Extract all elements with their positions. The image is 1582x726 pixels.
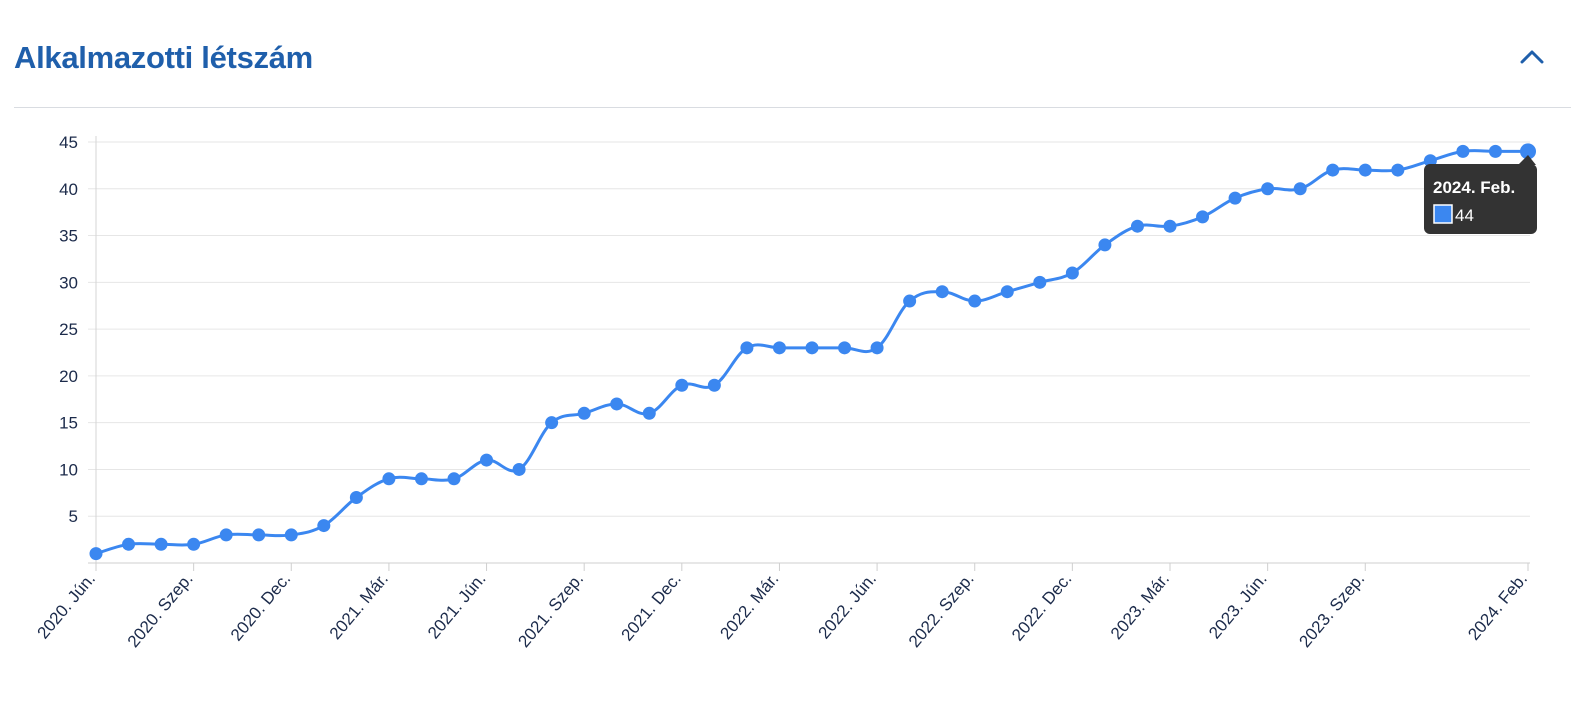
y-tick-label: 35 xyxy=(59,227,78,246)
y-tick-label: 40 xyxy=(59,180,78,199)
data-point[interactable] xyxy=(642,406,656,420)
x-tick-label: 2022. Dec. xyxy=(1008,569,1075,644)
x-tick-label: 2024. Feb. xyxy=(1464,569,1531,643)
data-point[interactable] xyxy=(219,528,233,542)
x-tick-label: 2023. Szep. xyxy=(1295,569,1368,651)
y-tick-label: 5 xyxy=(69,507,78,526)
data-point[interactable] xyxy=(284,528,298,542)
chevron-up-icon xyxy=(1520,50,1544,64)
x-tick-label: 2022. Szep. xyxy=(905,569,978,651)
data-point[interactable] xyxy=(1033,275,1047,289)
data-point[interactable] xyxy=(1130,219,1144,233)
data-point[interactable] xyxy=(870,341,884,355)
data-point[interactable] xyxy=(89,547,103,561)
data-point[interactable] xyxy=(1423,154,1437,168)
data-point[interactable] xyxy=(545,416,559,430)
data-point[interactable] xyxy=(610,397,624,411)
data-point[interactable] xyxy=(1358,163,1372,177)
data-point[interactable] xyxy=(805,341,819,355)
data-point[interactable] xyxy=(1098,238,1112,252)
tooltip-title: 2024. Feb. xyxy=(1433,178,1515,197)
x-tick-label: 2021. Dec. xyxy=(617,569,684,644)
x-tick-label: 2022. Jún. xyxy=(815,569,881,642)
tooltip-arrow xyxy=(1518,155,1536,165)
data-point[interactable] xyxy=(935,285,949,299)
data-point[interactable] xyxy=(349,491,363,505)
data-point[interactable] xyxy=(707,378,721,392)
y-tick-label: 25 xyxy=(59,320,78,339)
data-point[interactable] xyxy=(382,472,396,486)
data-point[interactable] xyxy=(772,341,786,355)
x-tick-label: 2023. Jún. xyxy=(1205,569,1271,642)
y-tick-label: 20 xyxy=(59,367,78,386)
data-point[interactable] xyxy=(154,537,168,551)
x-tick-label: 2021. Jún. xyxy=(424,569,490,642)
x-tick-label: 2023. Már. xyxy=(1107,569,1173,643)
data-point[interactable] xyxy=(903,294,917,308)
data-point[interactable] xyxy=(187,537,201,551)
data-point[interactable] xyxy=(1326,163,1340,177)
x-tick-label: 2022. Már. xyxy=(716,569,782,643)
collapse-button[interactable] xyxy=(1515,40,1549,74)
data-point[interactable] xyxy=(252,528,266,542)
card-header: Alkalmazotti létszám xyxy=(14,0,1571,108)
tooltip-value: 44 xyxy=(1455,206,1474,225)
x-tick-label: 2020. Szep. xyxy=(124,569,197,651)
data-point[interactable] xyxy=(1065,266,1079,280)
x-tick-label: 2021. Szep. xyxy=(514,569,587,651)
data-point[interactable] xyxy=(1293,182,1307,196)
y-tick-label: 10 xyxy=(59,460,78,479)
card-title: Alkalmazotti létszám xyxy=(14,40,313,75)
data-point[interactable] xyxy=(1456,144,1470,158)
data-point[interactable] xyxy=(414,472,428,486)
tooltip-swatch xyxy=(1433,204,1453,224)
x-tick-label: 2020. Jún. xyxy=(33,569,99,642)
data-point[interactable] xyxy=(480,453,494,467)
data-point[interactable] xyxy=(447,472,461,486)
x-tick-label: 2020. Dec. xyxy=(227,569,294,644)
data-point[interactable] xyxy=(1000,285,1014,299)
data-point[interactable] xyxy=(1520,143,1536,160)
data-point[interactable] xyxy=(838,341,852,355)
data-point[interactable] xyxy=(122,537,136,551)
data-point[interactable] xyxy=(512,462,526,476)
data-point[interactable] xyxy=(740,341,754,355)
data-point[interactable] xyxy=(1163,219,1177,233)
y-tick-label: 30 xyxy=(59,273,78,292)
data-point[interactable] xyxy=(968,294,982,308)
data-point[interactable] xyxy=(1196,210,1210,224)
data-point[interactable] xyxy=(675,378,689,392)
data-point[interactable] xyxy=(1391,163,1405,177)
x-tick-label: 2021. Már. xyxy=(326,569,392,643)
data-point[interactable] xyxy=(1261,182,1275,196)
y-tick-label: 15 xyxy=(59,414,78,433)
data-point[interactable] xyxy=(1228,191,1242,205)
data-point[interactable] xyxy=(317,519,331,533)
data-point[interactable] xyxy=(577,406,591,420)
y-tick-label: 45 xyxy=(59,133,78,152)
data-point[interactable] xyxy=(1488,144,1502,158)
